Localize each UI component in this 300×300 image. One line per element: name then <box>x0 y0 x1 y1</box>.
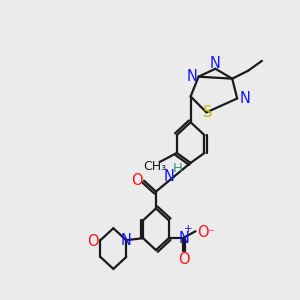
Text: H: H <box>173 162 183 175</box>
Text: CH₃: CH₃ <box>143 160 167 173</box>
Text: N: N <box>121 233 132 248</box>
Text: N: N <box>178 231 189 246</box>
Text: N: N <box>210 56 221 71</box>
Text: O: O <box>87 234 98 249</box>
Text: O: O <box>131 173 143 188</box>
Text: O: O <box>178 253 190 268</box>
Text: N: N <box>240 91 250 106</box>
Text: +: + <box>184 224 193 234</box>
Text: S: S <box>203 105 212 120</box>
Text: N: N <box>164 169 174 184</box>
Text: N: N <box>186 69 197 84</box>
Text: O: O <box>197 225 208 240</box>
Text: ⁻: ⁻ <box>207 228 214 241</box>
